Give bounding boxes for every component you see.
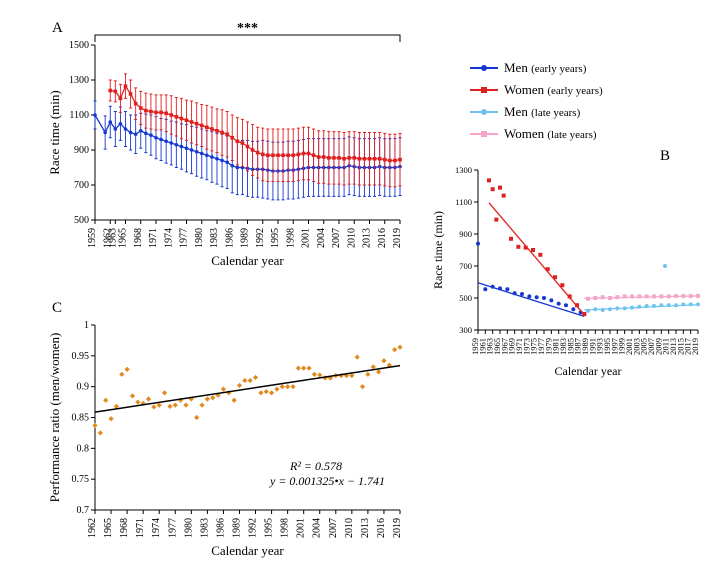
legend: Men (early years)Women (early years)Men … xyxy=(470,60,603,148)
svg-text:Race time (min): Race time (min) xyxy=(431,211,445,289)
svg-text:1968: 1968 xyxy=(133,228,144,248)
svg-text:1995: 1995 xyxy=(264,518,275,538)
svg-text:1977: 1977 xyxy=(179,228,190,248)
svg-text:700: 700 xyxy=(459,261,472,271)
svg-text:***: *** xyxy=(237,21,258,36)
svg-text:0.9: 0.9 xyxy=(77,382,90,393)
svg-text:1974: 1974 xyxy=(151,518,162,538)
svg-text:1965: 1965 xyxy=(118,228,129,248)
svg-text:2010: 2010 xyxy=(344,518,355,538)
svg-text:1983: 1983 xyxy=(199,518,210,538)
svg-text:2019: 2019 xyxy=(392,518,403,538)
svg-text:1983: 1983 xyxy=(209,228,220,248)
svg-text:500: 500 xyxy=(74,215,89,226)
svg-text:1992: 1992 xyxy=(255,228,266,248)
svg-text:300: 300 xyxy=(459,325,472,335)
svg-text:1965: 1965 xyxy=(103,518,114,538)
svg-text:2004: 2004 xyxy=(316,228,327,248)
svg-text:1986: 1986 xyxy=(215,518,226,538)
svg-text:1977: 1977 xyxy=(167,518,178,538)
svg-text:Calendar year: Calendar year xyxy=(211,543,284,558)
svg-text:2013: 2013 xyxy=(362,228,373,248)
svg-text:2019: 2019 xyxy=(690,338,700,355)
svg-text:Performance ratio (men/women): Performance ratio (men/women) xyxy=(47,333,62,503)
svg-text:0.8: 0.8 xyxy=(77,443,90,454)
svg-text:2010: 2010 xyxy=(346,228,357,248)
svg-text:0.95: 0.95 xyxy=(72,351,90,362)
svg-text:1980: 1980 xyxy=(194,228,205,248)
svg-text:Calendar year: Calendar year xyxy=(555,364,622,378)
svg-text:2001: 2001 xyxy=(301,228,312,248)
svg-text:1986: 1986 xyxy=(224,228,235,248)
svg-text:900: 900 xyxy=(459,229,472,239)
svg-text:700: 700 xyxy=(74,180,89,191)
panel-c-chart: 0.7 0.75 0.8 0.85 0.9 0.95 1 1962 1965 1968 1971 19… xyxy=(40,300,420,585)
svg-text:1971: 1971 xyxy=(148,228,159,248)
svg-text:1962: 1962 xyxy=(87,518,98,538)
svg-text:Race time (min): Race time (min) xyxy=(47,90,62,174)
svg-text:1500: 1500 xyxy=(69,40,89,51)
svg-text:1980: 1980 xyxy=(183,518,194,538)
svg-text:Calendar year: Calendar year xyxy=(211,253,284,268)
panel-b-chart: 3005007009001100130019591961196319651967… xyxy=(430,150,710,395)
svg-text:2004: 2004 xyxy=(312,518,323,538)
svg-text:1995: 1995 xyxy=(270,228,281,248)
svg-text:2001: 2001 xyxy=(296,518,307,538)
panel-a-chart: 5007009001100130015001959196219631965196… xyxy=(40,20,420,300)
svg-text:0.85: 0.85 xyxy=(72,413,90,424)
svg-text:R² = 0.578: R² = 0.578 xyxy=(289,459,342,473)
svg-text:1974: 1974 xyxy=(163,228,174,248)
svg-text:1: 1 xyxy=(84,320,89,331)
svg-text:1998: 1998 xyxy=(285,228,296,248)
svg-text:1968: 1968 xyxy=(119,518,130,538)
svg-text:1998: 1998 xyxy=(280,518,291,538)
svg-text:2016: 2016 xyxy=(377,228,388,248)
svg-text:2019: 2019 xyxy=(392,228,403,248)
svg-text:0.7: 0.7 xyxy=(77,505,90,516)
svg-text:1100: 1100 xyxy=(69,110,89,121)
svg-text:2013: 2013 xyxy=(360,518,371,538)
svg-text:2007: 2007 xyxy=(331,228,342,248)
svg-text:1992: 1992 xyxy=(248,518,259,538)
svg-text:1100: 1100 xyxy=(455,197,472,207)
svg-text:0.75: 0.75 xyxy=(72,474,90,485)
svg-text:1300: 1300 xyxy=(69,75,89,86)
svg-text:2007: 2007 xyxy=(328,518,339,538)
svg-text:1989: 1989 xyxy=(231,518,242,538)
svg-text:500: 500 xyxy=(459,293,472,303)
svg-text:1971: 1971 xyxy=(135,518,146,538)
svg-text:y = 0.001325•x − 1.741: y = 0.001325•x − 1.741 xyxy=(269,474,385,488)
svg-text:1959: 1959 xyxy=(87,228,98,248)
svg-text:2016: 2016 xyxy=(376,518,387,538)
svg-text:1300: 1300 xyxy=(455,165,472,175)
svg-text:900: 900 xyxy=(74,145,89,156)
svg-text:1989: 1989 xyxy=(240,228,251,248)
